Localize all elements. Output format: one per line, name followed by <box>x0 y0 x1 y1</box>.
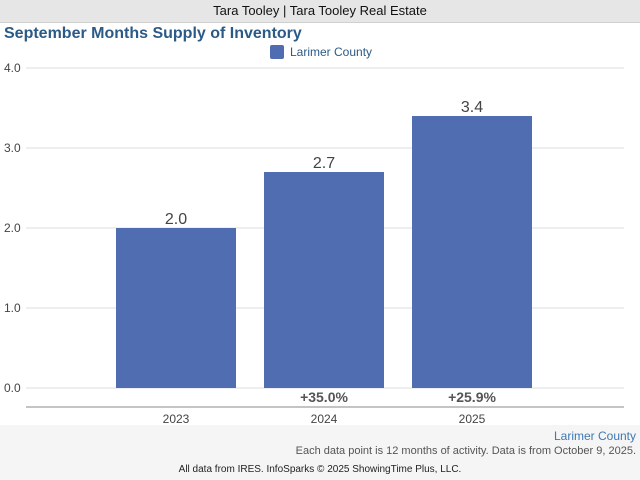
bar-2023 <box>116 228 236 388</box>
bar-2024 <box>264 172 384 388</box>
change-label: +35.0% <box>300 389 348 405</box>
change-label: +25.9% <box>448 389 496 405</box>
bar-chart: 0.0 1.0 2.0 3.0 4.0 2.0 2023 2.7 +35.0% 2024 3.4 +2… <box>4 61 624 425</box>
credits: All data from IRES. InfoSparks © 2025 Sh… <box>178 464 462 475</box>
data-label: 2.0 <box>165 211 187 228</box>
x-tick-label: 2025 <box>459 412 486 425</box>
y-tick-label: 1.0 <box>4 301 21 315</box>
header-bar: Tara Tooley | Tara Tooley Real Estate <box>0 0 640 23</box>
footer-area <box>0 425 640 480</box>
data-label: 2.7 <box>313 155 335 172</box>
chart-title: September Months Supply of Inventory <box>4 25 302 42</box>
footnote: Each data point is 12 months of activity… <box>295 445 636 457</box>
x-tick-label: 2024 <box>311 412 338 425</box>
legend[interactable]: Larimer County <box>270 45 372 59</box>
bar-2025 <box>412 116 532 388</box>
y-tick-label: 4.0 <box>4 61 21 75</box>
agent-title: Tara Tooley | Tara Tooley Real Estate <box>213 3 427 18</box>
x-tick-label: 2023 <box>163 412 190 425</box>
legend-swatch <box>270 45 284 59</box>
y-tick-label: 3.0 <box>4 141 21 155</box>
data-label: 3.4 <box>461 99 483 116</box>
y-tick-label: 0.0 <box>4 381 21 395</box>
y-tick-label: 2.0 <box>4 221 21 235</box>
legend-label: Larimer County <box>290 45 373 59</box>
area-label[interactable]: Larimer County <box>553 429 636 443</box>
